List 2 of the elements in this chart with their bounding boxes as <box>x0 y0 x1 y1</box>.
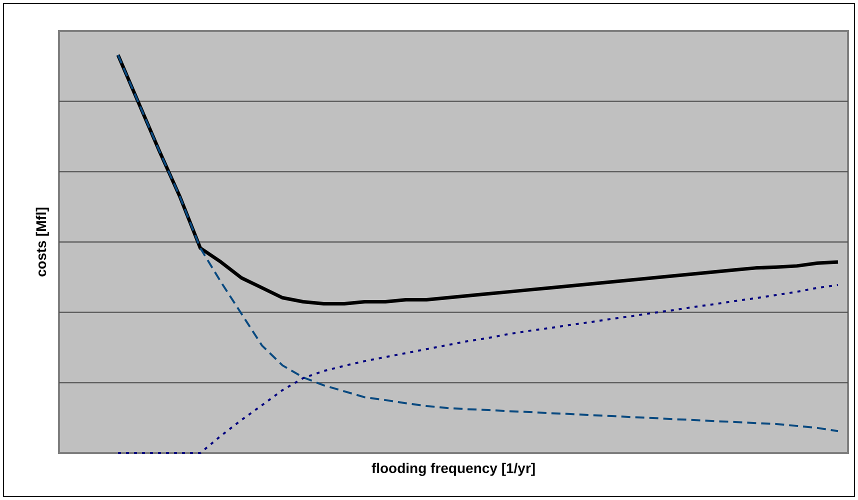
x-axis-title: flooding frequency [1/yr] <box>371 460 536 476</box>
y-axis-title: costs [Mfl] <box>33 207 49 277</box>
